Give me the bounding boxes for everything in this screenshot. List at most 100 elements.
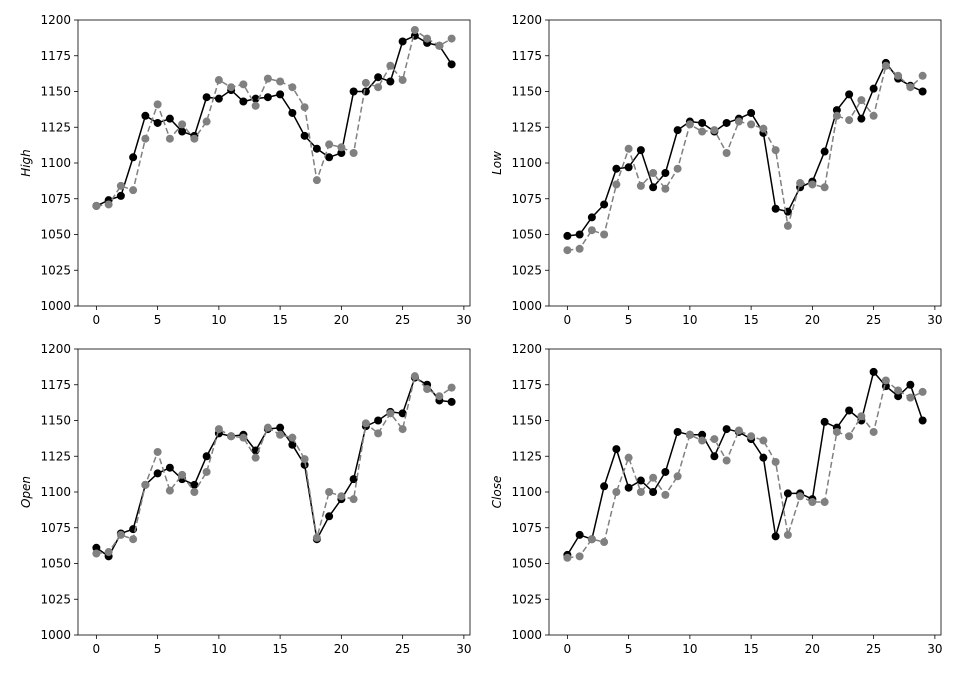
y-tick-label: 1075 bbox=[511, 521, 542, 535]
solid-series-point bbox=[447, 60, 456, 69]
dashed-series-point bbox=[710, 435, 719, 444]
solid-series-point bbox=[92, 543, 101, 552]
dashed-series-point bbox=[796, 492, 805, 501]
axes-frame bbox=[77, 19, 471, 307]
dashed-series-point bbox=[300, 103, 309, 112]
solid-series-line bbox=[566, 370, 924, 556]
y-tick-label: 1200 bbox=[40, 342, 71, 356]
dashed-series-line bbox=[567, 379, 923, 559]
dashed-series-point bbox=[312, 533, 321, 542]
solid-series-point bbox=[202, 452, 211, 461]
dashed-series-point bbox=[685, 430, 694, 439]
solid-series-line bbox=[567, 61, 923, 237]
y-tick-label: 1200 bbox=[511, 13, 542, 27]
solid-series-point bbox=[300, 460, 309, 469]
solid-series-line bbox=[95, 376, 452, 558]
dashed-series-point bbox=[288, 83, 297, 92]
dashed-series-point bbox=[202, 467, 211, 476]
dashed-series-point bbox=[661, 490, 670, 499]
solid-series-point bbox=[165, 463, 174, 472]
dashed-series-point bbox=[312, 176, 321, 185]
dashed-series-point bbox=[129, 535, 138, 544]
dashed-series-point bbox=[918, 387, 927, 396]
y-tick-label: 1125 bbox=[511, 449, 542, 463]
x-tick-label: 5 bbox=[154, 642, 162, 656]
dashed-series-point bbox=[587, 226, 596, 235]
dashed-series-point bbox=[349, 495, 358, 504]
y-tick-label: 1050 bbox=[40, 557, 71, 571]
y-tick-label: 1200 bbox=[40, 13, 71, 27]
dashed-series-point bbox=[698, 127, 707, 136]
x-tick-label: 10 bbox=[682, 313, 697, 327]
solid-series-point bbox=[447, 397, 456, 406]
dashed-series-point bbox=[747, 120, 756, 129]
y-tick-label: 1125 bbox=[40, 120, 71, 134]
solid-series-point bbox=[153, 118, 162, 127]
dashed-series-point bbox=[374, 429, 383, 438]
solid-series-point bbox=[759, 453, 768, 462]
solid-series-point bbox=[894, 392, 903, 401]
dashed-series-point bbox=[612, 488, 621, 496]
y-tick-label: 1175 bbox=[40, 378, 71, 392]
dashed-series-point bbox=[600, 538, 609, 547]
solid-series-point bbox=[612, 445, 621, 454]
solid-series-point bbox=[612, 164, 621, 173]
dashed-series-point bbox=[263, 74, 272, 83]
y-tick-label: 1075 bbox=[511, 192, 542, 206]
solid-series-point bbox=[820, 147, 829, 156]
dashed-series-point bbox=[771, 146, 780, 155]
solid-series-line bbox=[96, 34, 453, 207]
dashed-series-point bbox=[202, 117, 211, 126]
solid-series-point bbox=[771, 204, 780, 213]
solid-series-point bbox=[312, 144, 321, 153]
dashed-series bbox=[92, 372, 456, 558]
dashed-series-point bbox=[263, 423, 272, 432]
dashed-series-point bbox=[734, 117, 743, 126]
x-tick-label: 5 bbox=[154, 313, 162, 327]
y-tick-label: 1150 bbox=[40, 85, 71, 99]
dashed-series-point bbox=[251, 101, 260, 110]
solid-series-point bbox=[698, 430, 707, 439]
solid-series-point bbox=[918, 416, 927, 425]
x-tick-label: 15 bbox=[743, 313, 758, 327]
dashed-series-point bbox=[435, 392, 444, 401]
dashed-series-point bbox=[808, 498, 817, 507]
y-tick-label: 1125 bbox=[40, 449, 71, 463]
y-axis-label: Low bbox=[490, 151, 504, 175]
dashed-series-point bbox=[649, 169, 658, 178]
x-tick-label: 20 bbox=[805, 642, 820, 656]
solid-series-point bbox=[636, 146, 645, 155]
solid-series-point bbox=[845, 406, 854, 415]
dashed-series-line bbox=[567, 64, 924, 251]
dashed-series-point bbox=[386, 61, 395, 70]
dashed-series-point bbox=[624, 453, 633, 462]
dashed-series-point bbox=[288, 433, 297, 442]
dashed-series-point bbox=[881, 376, 890, 385]
solid-series-point bbox=[624, 163, 633, 172]
dashed-series-point bbox=[239, 80, 248, 89]
dashed-series-point bbox=[337, 143, 346, 152]
solid-series-point bbox=[661, 467, 670, 476]
dashed-series-point bbox=[337, 492, 346, 501]
dashed-series-point bbox=[129, 186, 138, 195]
dashed-series-point bbox=[386, 409, 395, 418]
dashed-series-point bbox=[374, 83, 383, 92]
y-tick-label: 1075 bbox=[40, 521, 71, 535]
dashed-series-point bbox=[759, 436, 768, 445]
dashed-series-point bbox=[410, 372, 419, 381]
y-tick-label: 1000 bbox=[511, 628, 542, 642]
y-axis-label: Open bbox=[19, 476, 33, 508]
solid-series-point bbox=[276, 423, 285, 432]
dashed-series-point bbox=[447, 383, 456, 392]
solid-series-point bbox=[710, 452, 719, 461]
solid-series-point bbox=[288, 108, 297, 117]
solid-series-point bbox=[587, 213, 596, 222]
dashed-series-point bbox=[349, 148, 358, 157]
dashed-series-point bbox=[845, 116, 854, 125]
dashed-series-point bbox=[116, 530, 125, 539]
y-tick-label: 1100 bbox=[40, 485, 71, 499]
dashed-series-point bbox=[918, 71, 927, 80]
solid-series-point bbox=[857, 114, 866, 123]
